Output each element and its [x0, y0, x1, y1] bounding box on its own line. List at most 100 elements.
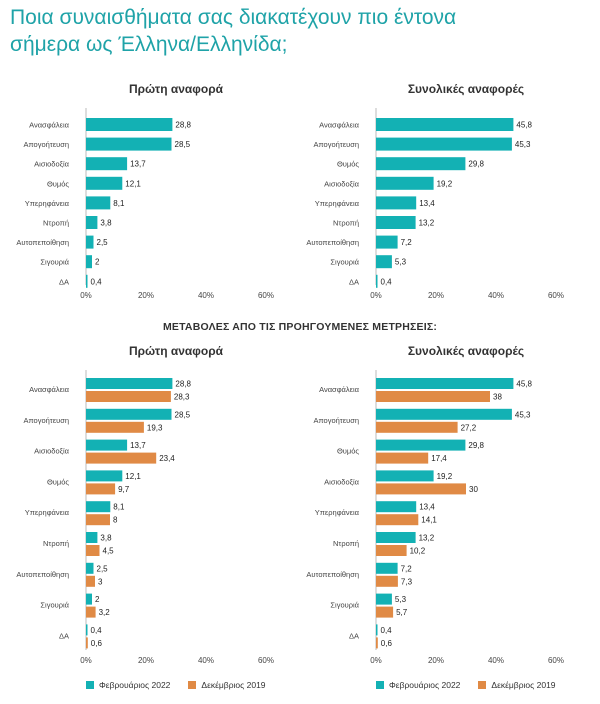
data-label: 8	[113, 516, 118, 525]
data-label: 4,5	[103, 547, 115, 556]
bar-feb-2022	[376, 137, 512, 151]
bar-dec-2019	[86, 606, 96, 618]
legend-item-dec-2019: Δεκέμβριος 2019	[188, 680, 266, 690]
bar-feb-2022	[376, 501, 417, 513]
data-label: 13,2	[419, 219, 435, 228]
data-label: 13,2	[419, 534, 435, 543]
bar-dec-2019	[376, 391, 490, 402]
category-label: Θυμός	[47, 477, 69, 486]
data-label: 3,8	[100, 534, 112, 543]
data-label: 13,4	[419, 503, 435, 512]
bar-feb-2022	[86, 118, 173, 131]
data-label: 3	[98, 577, 103, 586]
data-label: 0,4	[91, 626, 103, 635]
category-label: Ντροπή	[333, 219, 359, 228]
legend-label: Φεβρουάριος 2022	[389, 680, 461, 690]
bar-dec-2019	[86, 483, 116, 495]
data-label: 2,5	[97, 564, 109, 573]
bar-feb-2022	[376, 439, 466, 451]
data-label: 17,4	[431, 454, 447, 463]
data-label: 7,2	[401, 564, 413, 573]
category-label: Σιγουριά	[40, 258, 69, 267]
x-tick-label: 40%	[488, 656, 504, 665]
data-label: 29,8	[468, 160, 484, 169]
bar-dec-2019	[376, 545, 407, 556]
bar-dec-2019	[376, 606, 394, 618]
chart-title: Συνολικές αναφορές	[408, 344, 524, 358]
data-label: 14,1	[421, 516, 437, 525]
category-label: Αισιοδοξία	[34, 447, 70, 456]
legend-label: Δεκέμβριος 2019	[491, 680, 556, 690]
category-label: Ανασφάλεια	[29, 385, 70, 394]
data-label: 28,5	[175, 140, 191, 149]
bar-feb-2022	[86, 235, 94, 249]
chart-title: Πρώτη αναφορά	[129, 82, 224, 96]
data-label: 0,4	[91, 277, 103, 286]
data-label: 27,2	[461, 423, 477, 432]
legend-swatch	[188, 681, 197, 689]
legend-item-feb-2022: Φεβρουάριος 2022	[376, 680, 460, 690]
x-tick-label: 60%	[258, 656, 274, 665]
x-tick-label: 60%	[258, 291, 274, 300]
data-label: 45,3	[515, 140, 531, 149]
data-label: 0,6	[91, 639, 103, 648]
bar-feb-2022	[376, 274, 378, 288]
category-label: Απογοήτευση	[23, 140, 69, 149]
bar-feb-2022	[376, 562, 398, 574]
page-title: Ποια συναισθήματα σας διακατέχουν πιο έν…	[10, 4, 595, 58]
category-label: Ντροπή	[333, 539, 359, 548]
data-label: 8,1	[113, 199, 125, 208]
bar-feb-2022	[376, 593, 392, 605]
x-tick-label: 20%	[428, 656, 444, 665]
data-label: 3,2	[99, 608, 111, 617]
legend-item-dec-2019: Δεκέμβριος 2019	[478, 680, 556, 690]
category-label: ΔΑ	[349, 277, 359, 286]
legend-swatch	[376, 681, 384, 689]
bar-feb-2022	[376, 216, 416, 229]
x-tick-label: 60%	[548, 291, 564, 300]
x-tick-label: 0%	[80, 291, 92, 300]
category-label: Ντροπή	[43, 219, 69, 228]
bar-feb-2022	[376, 118, 514, 131]
x-tick-label: 40%	[488, 291, 504, 300]
legend-swatch	[86, 681, 94, 689]
data-label: 5,3	[395, 258, 407, 267]
bar-feb-2022	[376, 470, 434, 482]
data-label: 28,8	[175, 121, 191, 130]
bar-feb-2022	[86, 624, 88, 636]
data-label: 28,8	[175, 380, 191, 389]
category-label: Ανασφάλεια	[319, 121, 360, 130]
data-label: 7,2	[401, 238, 413, 247]
data-label: 12,1	[125, 472, 141, 481]
bar-feb-2022	[86, 157, 128, 171]
category-label: Αυτοπεποίθηση	[16, 570, 69, 579]
data-label: 19,2	[437, 472, 453, 481]
data-label: 45,8	[516, 380, 532, 389]
category-label: Ανασφάλεια	[319, 385, 360, 394]
bar-feb-2022	[86, 176, 123, 190]
data-label: 0,4	[381, 277, 393, 286]
bar-feb-2022	[376, 255, 392, 269]
category-label: Υπερηφάνεια	[25, 508, 70, 517]
data-label: 5,3	[395, 595, 407, 604]
category-label: Απογοήτευση	[23, 416, 69, 425]
bar-feb-2022	[86, 216, 98, 229]
bar-feb-2022	[376, 378, 514, 389]
category-label: Σιγουριά	[330, 258, 359, 267]
bar-dec-2019	[376, 575, 398, 587]
bar-feb-2022	[86, 378, 173, 389]
bar-feb-2022	[86, 274, 88, 288]
category-label: Αισιοδοξία	[324, 179, 360, 188]
data-label: 45,8	[516, 121, 532, 130]
bar-dec-2019	[86, 421, 144, 433]
bar-feb-2022	[376, 196, 417, 210]
legend-total-mentions: Φεβρουάριος 2022 Δεκέμβριος 2019	[376, 680, 568, 690]
category-label: Αυτοπεποίθηση	[306, 238, 359, 247]
data-label: 10,2	[410, 547, 426, 556]
title-line-2: σήμερα ως Έλληνα/Ελληνίδα;	[10, 33, 288, 56]
bar-dec-2019	[376, 452, 429, 464]
category-label: Υπερηφάνεια	[315, 508, 360, 517]
